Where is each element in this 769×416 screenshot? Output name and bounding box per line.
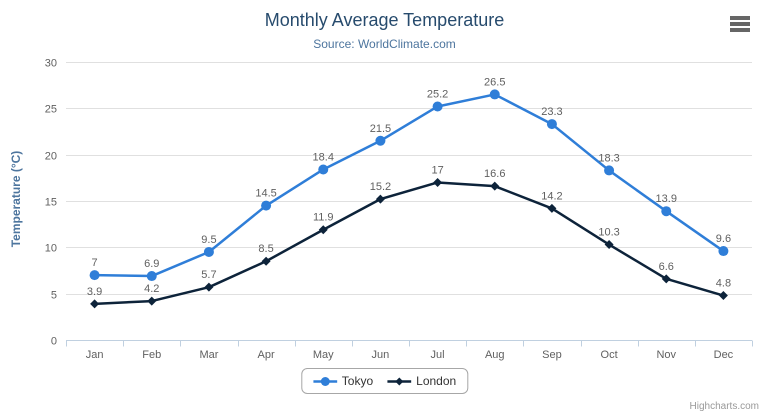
point-london-mar[interactable] bbox=[204, 282, 214, 292]
data-label: 21.5 bbox=[370, 123, 391, 135]
data-label: 10.3 bbox=[598, 227, 619, 239]
gridlines bbox=[66, 62, 752, 341]
data-label: 13.9 bbox=[656, 193, 677, 205]
point-tokyo-aug[interactable] bbox=[489, 89, 500, 100]
data-label: 11.9 bbox=[313, 212, 334, 224]
point-london-dec[interactable] bbox=[718, 291, 728, 301]
y-tick-label: 20 bbox=[45, 151, 57, 163]
london-series-line[interactable] bbox=[93, 181, 725, 306]
data-label: 8.5 bbox=[258, 243, 273, 255]
x-tick-label: Jul bbox=[431, 349, 445, 361]
data-label: 14.5 bbox=[255, 188, 276, 200]
x-tick-label: Feb bbox=[142, 349, 161, 361]
point-london-sep[interactable] bbox=[547, 203, 557, 213]
point-tokyo-oct[interactable] bbox=[604, 165, 615, 176]
data-label: 18.4 bbox=[313, 151, 334, 163]
point-tokyo-jan[interactable] bbox=[89, 270, 100, 281]
data-label: 4.2 bbox=[144, 283, 159, 295]
point-tokyo-feb[interactable] bbox=[146, 271, 157, 282]
hamburger-bar bbox=[730, 22, 750, 26]
data-label: 9.6 bbox=[716, 233, 731, 245]
point-london-oct[interactable] bbox=[604, 240, 614, 250]
point-tokyo-may[interactable] bbox=[318, 164, 329, 175]
x-tick-label: May bbox=[313, 349, 334, 361]
point-london-jan[interactable] bbox=[90, 299, 100, 309]
london-data-labels: 3.9 4.2 5.7 8.5 11.9 15.2 17 16.6 14.2 10.3 6.6 4.8 bbox=[87, 164, 731, 297]
hamburger-bar bbox=[730, 16, 750, 20]
x-tick-label: Dec bbox=[714, 349, 734, 361]
point-london-nov[interactable] bbox=[661, 274, 671, 284]
x-tick-label: Mar bbox=[199, 349, 218, 361]
point-tokyo-mar[interactable] bbox=[203, 246, 214, 257]
data-label: 7 bbox=[92, 257, 98, 269]
chart-title: Monthly Average Temperature bbox=[264, 10, 505, 30]
y-tick-label: 0 bbox=[51, 336, 57, 348]
data-label: 14.2 bbox=[541, 190, 562, 202]
legend: Tokyo London bbox=[300, 368, 469, 394]
hamburger-menu-icon[interactable] bbox=[730, 16, 750, 32]
chart-subtitle: Source: WorldClimate.com bbox=[313, 37, 456, 51]
legend-item-tokyo[interactable]: Tokyo bbox=[312, 374, 374, 388]
data-label: 6.6 bbox=[659, 261, 674, 273]
x-tick-label: Sep bbox=[542, 349, 562, 361]
data-label: 16.6 bbox=[484, 168, 505, 180]
data-label: 25.2 bbox=[427, 88, 448, 100]
x-tick-label: Oct bbox=[601, 349, 618, 361]
y-tick-label: 15 bbox=[45, 197, 57, 209]
london-legend-marker-icon bbox=[387, 377, 412, 385]
data-label: 5.7 bbox=[201, 269, 216, 281]
data-label: 6.9 bbox=[144, 258, 159, 270]
y-tick-label: 30 bbox=[45, 58, 57, 70]
x-tick-label: Nov bbox=[656, 349, 676, 361]
tokyo-legend-marker-icon bbox=[312, 376, 337, 386]
point-london-aug[interactable] bbox=[490, 181, 500, 191]
credits-link[interactable]: Highcharts.com bbox=[689, 401, 759, 412]
legend-item-london[interactable]: London bbox=[387, 374, 456, 388]
point-london-jun[interactable] bbox=[375, 194, 385, 204]
point-tokyo-apr[interactable] bbox=[261, 200, 272, 211]
data-label: 15.2 bbox=[370, 181, 391, 193]
london-markers bbox=[90, 177, 728, 309]
point-london-apr[interactable] bbox=[261, 256, 271, 266]
legend-item-label: London bbox=[416, 374, 457, 388]
tokyo-markers bbox=[89, 89, 729, 282]
data-label: 23.3 bbox=[541, 106, 562, 118]
y-tick-label: 10 bbox=[45, 243, 57, 255]
tokyo-data-labels: 7 6.9 9.5 14.5 18.4 21.5 25.2 26.5 23.3 18.3 13.9 9… bbox=[92, 76, 732, 270]
x-tick-label: Jan bbox=[86, 349, 104, 361]
point-tokyo-sep[interactable] bbox=[546, 119, 557, 130]
point-tokyo-jul[interactable] bbox=[432, 101, 443, 112]
data-label: 17 bbox=[431, 164, 443, 176]
x-tick-label: Aug bbox=[485, 349, 505, 361]
data-label: 26.5 bbox=[484, 76, 505, 88]
legend-item-label: Tokyo bbox=[341, 374, 374, 388]
point-tokyo-nov[interactable] bbox=[661, 206, 672, 217]
data-label: 18.3 bbox=[598, 152, 619, 164]
data-label: 9.5 bbox=[201, 234, 216, 246]
point-tokyo-jun[interactable] bbox=[375, 135, 386, 146]
y-tick-label: 5 bbox=[51, 290, 57, 302]
point-london-may[interactable] bbox=[318, 225, 328, 235]
point-london-feb[interactable] bbox=[147, 296, 157, 306]
point-tokyo-dec[interactable] bbox=[718, 246, 729, 257]
x-tick-label: Apr bbox=[258, 349, 275, 361]
data-label: 4.8 bbox=[716, 278, 731, 290]
y-axis-labels: 0 5 10 15 20 25 30 bbox=[45, 58, 57, 348]
data-label: 3.9 bbox=[87, 286, 102, 298]
hamburger-bar bbox=[730, 28, 750, 32]
x-axis bbox=[66, 340, 753, 347]
point-london-jul[interactable] bbox=[433, 177, 443, 187]
x-axis-labels: Jan Feb Mar Apr May Jun Jul Aug Sep Oct Nov Dec bbox=[86, 349, 734, 361]
y-tick-label: 25 bbox=[45, 104, 57, 116]
tokyo-series-line[interactable] bbox=[93, 93, 725, 278]
x-tick-label: Jun bbox=[372, 349, 390, 361]
